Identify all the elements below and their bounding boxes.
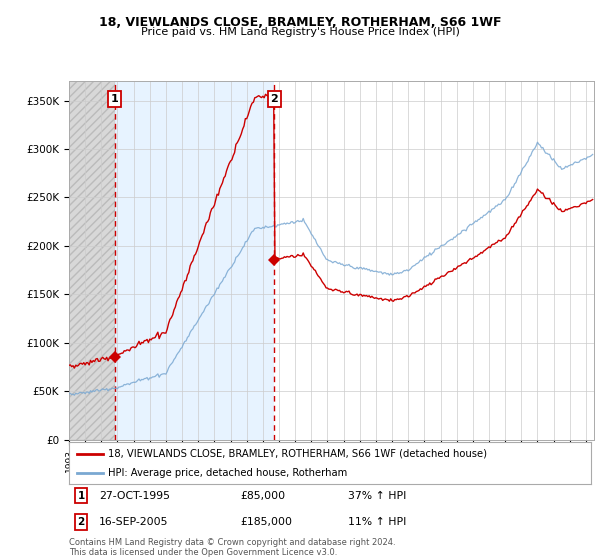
Text: Price paid vs. HM Land Registry's House Price Index (HPI): Price paid vs. HM Land Registry's House … (140, 27, 460, 37)
Text: HPI: Average price, detached house, Rotherham: HPI: Average price, detached house, Roth… (108, 468, 347, 478)
Text: 2: 2 (271, 94, 278, 104)
Text: Contains HM Land Registry data © Crown copyright and database right 2024.
This d: Contains HM Land Registry data © Crown c… (69, 538, 395, 557)
Bar (69, 81, 115, 440)
Text: 27-OCT-1995: 27-OCT-1995 (99, 491, 170, 501)
Text: 11% ↑ HPI: 11% ↑ HPI (348, 517, 406, 527)
Text: 16-SEP-2005: 16-SEP-2005 (99, 517, 169, 527)
Text: 18, VIEWLANDS CLOSE, BRAMLEY, ROTHERHAM, S66 1WF (detached house): 18, VIEWLANDS CLOSE, BRAMLEY, ROTHERHAM,… (108, 449, 487, 459)
Text: 1: 1 (77, 491, 85, 501)
Text: 2: 2 (77, 517, 85, 527)
Text: 18, VIEWLANDS CLOSE, BRAMLEY, ROTHERHAM, S66 1WF: 18, VIEWLANDS CLOSE, BRAMLEY, ROTHERHAM,… (99, 16, 501, 29)
Text: £85,000: £85,000 (240, 491, 285, 501)
Text: 1: 1 (111, 94, 119, 104)
Text: 37% ↑ HPI: 37% ↑ HPI (348, 491, 406, 501)
Bar (115, 81, 274, 440)
Text: £185,000: £185,000 (240, 517, 292, 527)
